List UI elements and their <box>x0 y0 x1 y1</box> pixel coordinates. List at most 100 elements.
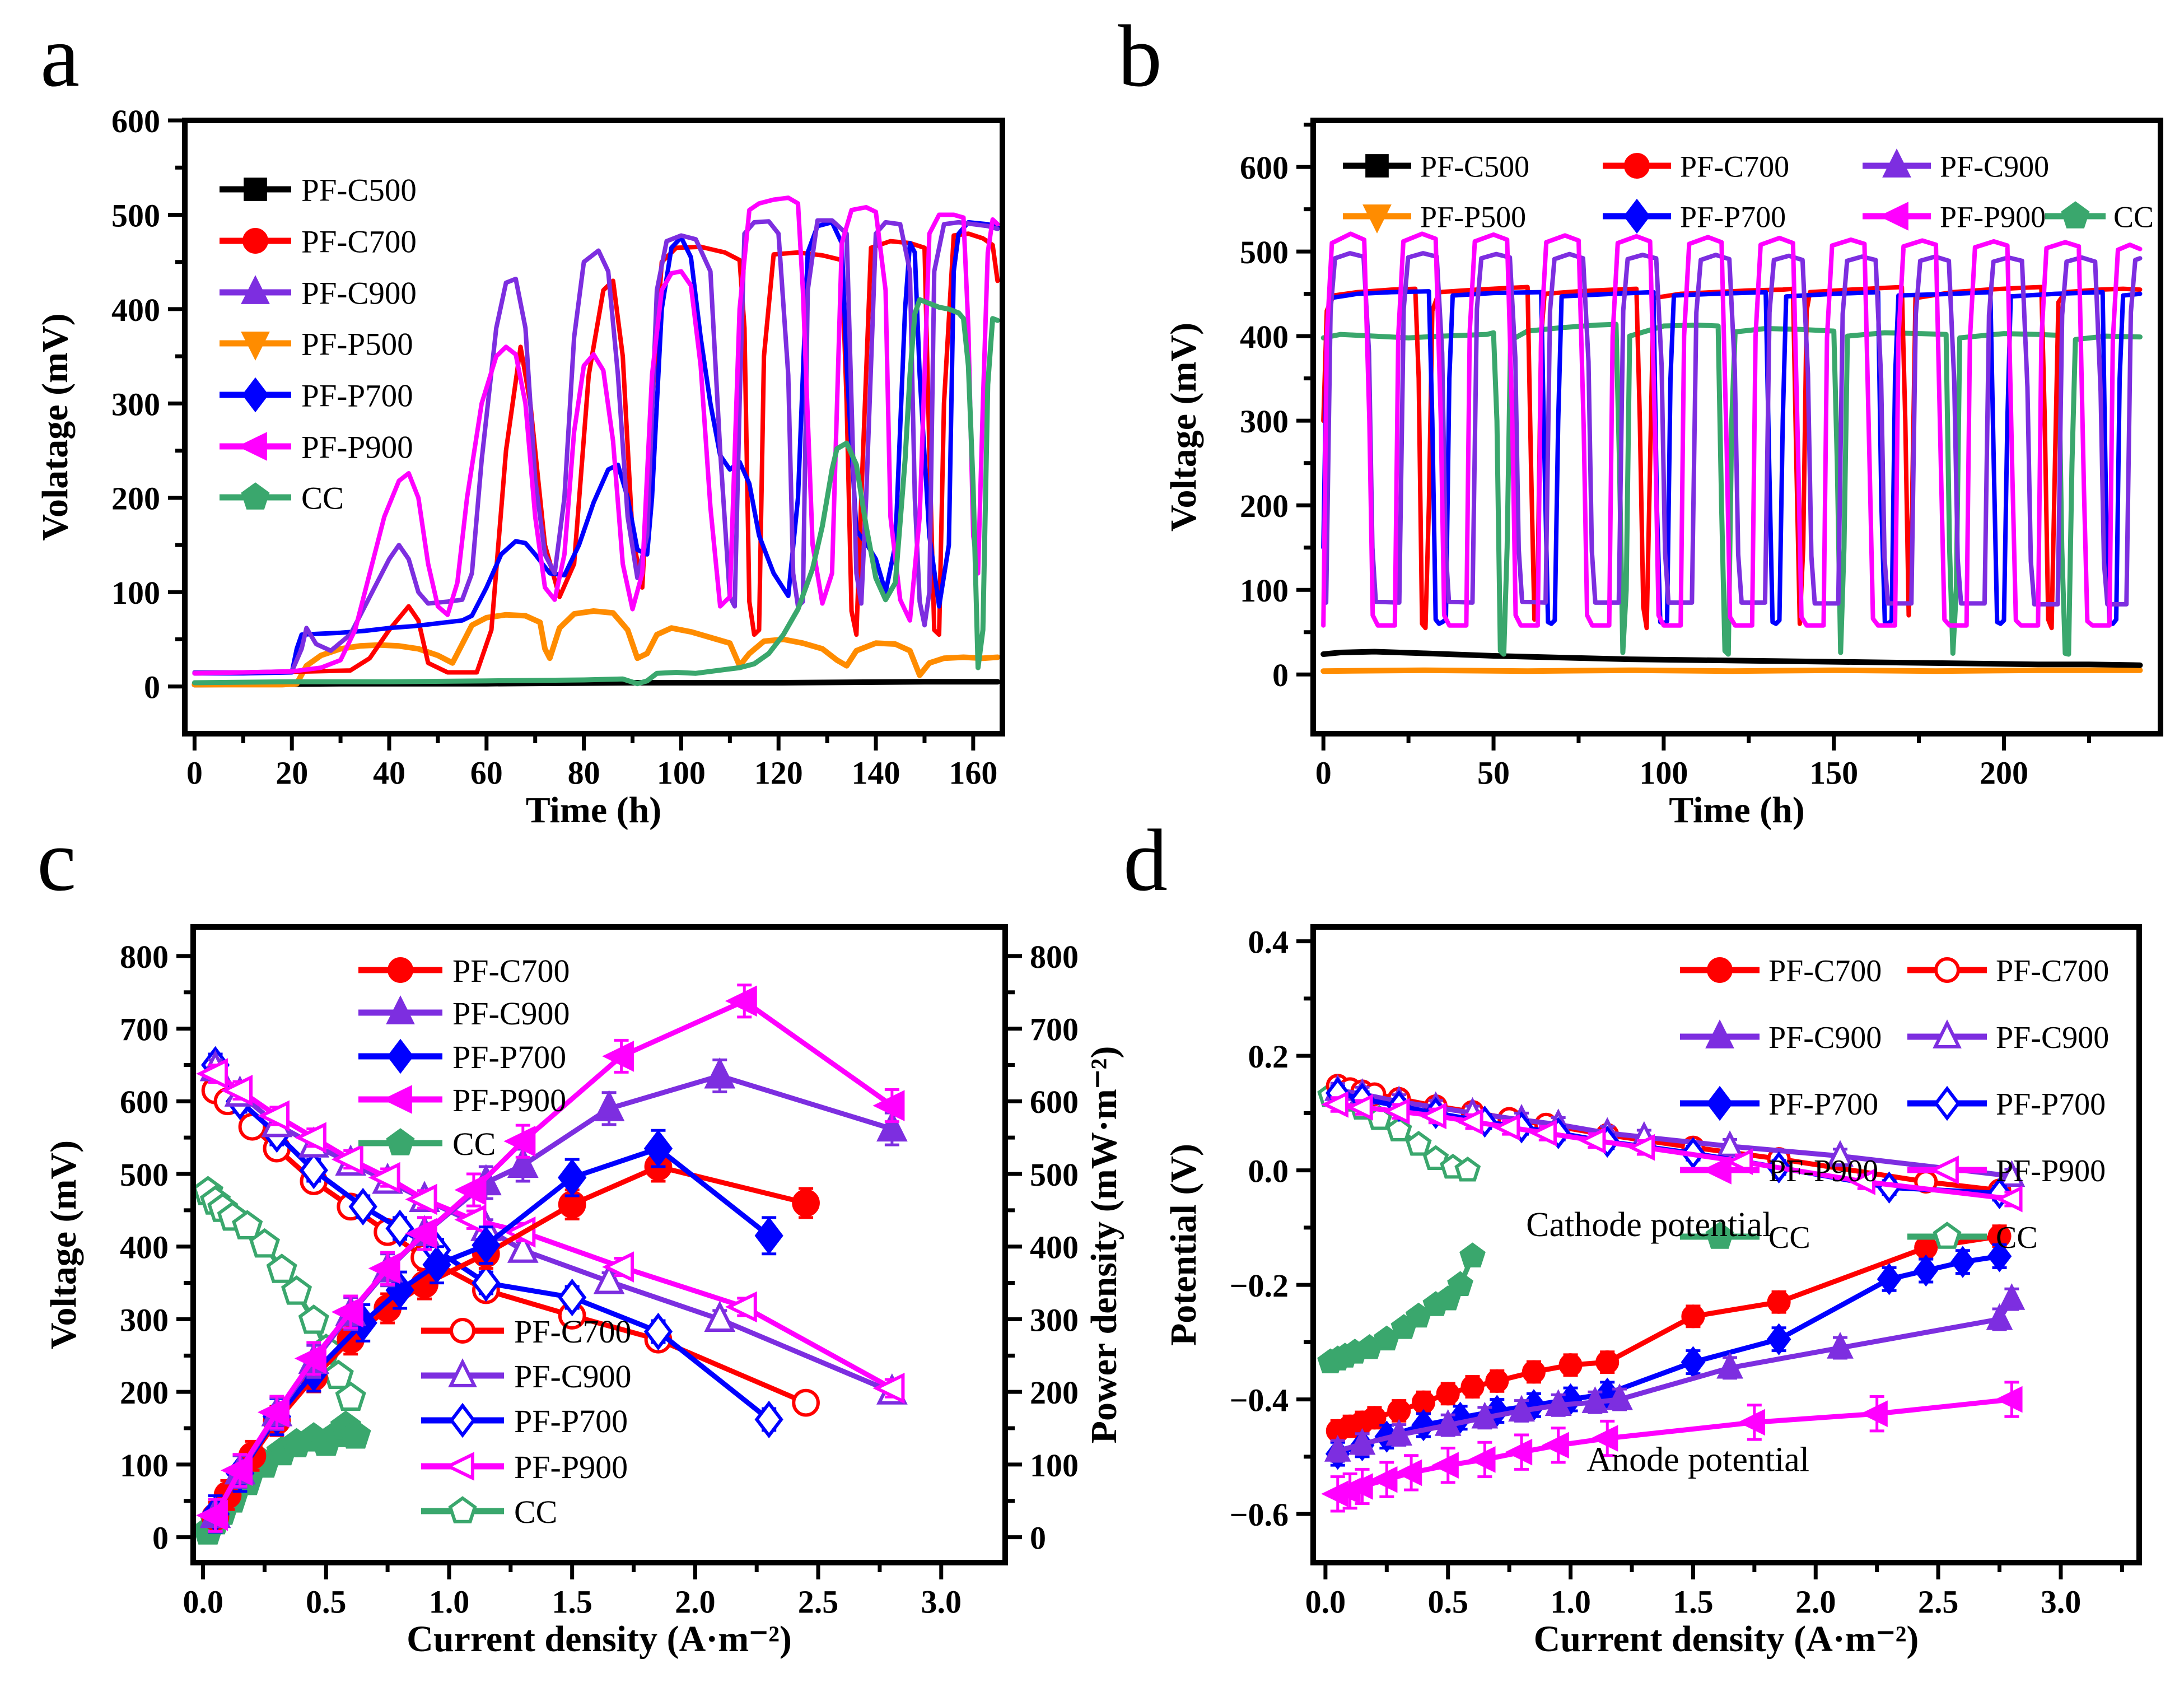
series-PF-C700-power <box>201 1150 820 1533</box>
svg-text:400: 400 <box>111 292 160 328</box>
circle-marker <box>792 1189 820 1217</box>
circle-marker <box>1436 1382 1460 1406</box>
triangle-left-marker <box>196 1499 228 1531</box>
circle-marker <box>1460 1375 1485 1399</box>
svg-text:3.0: 3.0 <box>921 1584 962 1620</box>
triangle-left-marker <box>196 1058 228 1089</box>
series-PF-C900-anode <box>1324 1283 2026 1463</box>
triangle-left-marker <box>1995 1386 2023 1413</box>
triangle-up-marker <box>1705 1019 1734 1048</box>
triangle-left-marker <box>1878 202 1908 231</box>
diamond-marker <box>643 1312 673 1351</box>
legend-item-PF-P900: PF-P900 <box>1907 1154 2106 1188</box>
svg-text:400: 400 <box>120 1229 169 1266</box>
svg-text:0: 0 <box>1030 1519 1046 1556</box>
triangle-left-marker <box>1382 1098 1410 1125</box>
triangle-left-marker <box>294 1122 326 1153</box>
triangle-left-marker <box>872 1372 905 1404</box>
triangle-left-marker <box>1578 1127 1606 1154</box>
svg-text:300: 300 <box>1240 403 1289 440</box>
legend-label: PF-C700 <box>301 225 417 260</box>
panel-d-frame <box>1310 924 2142 1565</box>
triangle-left-marker <box>1701 1155 1732 1185</box>
legend-item-PF-C900: PF-C900 <box>1680 1019 1882 1055</box>
legend-label: CC <box>452 1126 496 1162</box>
panel-b-series <box>1320 231 2143 674</box>
triangle-up-marker <box>1998 1283 2026 1310</box>
svg-text:2.5: 2.5 <box>798 1584 839 1620</box>
panel-b-axes: 0 50 100 150 200 0 100 200 300 400 500 600 Time (h) V… <box>1163 123 2091 831</box>
triangle-up-marker <box>1581 1386 1609 1413</box>
svg-text:0.0: 0.0 <box>1305 1584 1346 1620</box>
pentagon-marker <box>298 1304 329 1334</box>
diamond-marker <box>299 1151 328 1190</box>
legend-item-PF-C700: PF-C700 <box>358 953 570 989</box>
svg-text:1.5: 1.5 <box>1673 1584 1714 1620</box>
panel-b-ylabel: Voltage (mV) <box>1163 323 1204 532</box>
circle-marker <box>450 1318 475 1344</box>
triangle-up-marker <box>1827 1331 1854 1359</box>
circle-marker <box>388 957 413 983</box>
legend-item-PF-P500: PF-P500 <box>220 327 413 362</box>
pentagon-marker <box>335 1381 366 1411</box>
pentagon-marker <box>323 1359 354 1390</box>
triangle-left-marker <box>1929 1155 1959 1185</box>
circle-marker <box>1767 1290 1791 1314</box>
legend-item-PF-C700: PF-C700 <box>1907 954 2109 989</box>
svg-text:0: 0 <box>152 1519 169 1556</box>
legend-item-CC: CC <box>220 481 344 516</box>
svg-text:120: 120 <box>754 755 803 791</box>
circle-marker <box>1387 1399 1411 1423</box>
svg-text:100: 100 <box>1030 1447 1079 1484</box>
diamond-marker <box>1934 1085 1961 1121</box>
panel-a-frame <box>182 118 1005 737</box>
triangle-down-marker <box>241 332 270 361</box>
legend-item-PF-C700: PF-C700 <box>421 1313 632 1350</box>
triangle-left-marker <box>1492 1114 1520 1141</box>
series-PF-P900-cathode <box>1321 1091 2023 1213</box>
legend-label: CC <box>514 1494 557 1530</box>
triangle-left-marker <box>1345 1473 1373 1500</box>
panel-d-axes: 0.0 0.5 1.0 1.5 2.0 2.5 3.0 0.4 0.2 0.0 −0.2 −0.4 −0… <box>1163 924 2124 1660</box>
panel-a-series <box>192 195 1001 688</box>
legend-label: PF-C700 <box>1768 954 1882 989</box>
triangle-up-marker <box>593 1262 625 1294</box>
panel-a: 0 20 40 60 80 100 120 140 160 0 100 200 300 400 500 600… <box>35 103 1005 831</box>
triangle-up-marker <box>1348 1428 1376 1455</box>
pentagon-marker <box>2061 201 2090 229</box>
triangle-left-marker <box>1468 1446 1496 1473</box>
svg-text:400: 400 <box>1240 319 1289 355</box>
legend-item-PF-P900: PF-P900 <box>1863 200 2046 234</box>
svg-text:100: 100 <box>1639 755 1688 791</box>
svg-text:−0.6: −0.6 <box>1229 1497 1289 1533</box>
panel-a-ylabel: Volatage (mV) <box>35 313 76 540</box>
svg-text:0.0: 0.0 <box>1248 1153 1289 1189</box>
triangle-up-marker <box>386 995 415 1024</box>
circle-marker <box>1681 1304 1705 1329</box>
panel-c: 0.0 0.5 1.0 1.5 2.0 2.5 3.0 0 100 200 300 400 500 600… <box>43 924 1124 1660</box>
legend-item-PF-P700: PF-P700 <box>421 1402 628 1439</box>
triangle-up-marker <box>1508 1395 1535 1422</box>
legend-label: CC <box>1996 1220 2038 1255</box>
diamond-marker <box>1987 1177 2012 1210</box>
circle-marker <box>1558 1353 1583 1377</box>
svg-text:500: 500 <box>1240 234 1289 271</box>
legend-item-PF-P900: PF-P900 <box>1680 1154 1878 1188</box>
svg-text:0.2: 0.2 <box>1248 1038 1289 1075</box>
svg-text:200: 200 <box>120 1374 169 1411</box>
panel-c-axes: 0.0 0.5 1.0 1.5 2.0 2.5 3.0 0 100 200 300 400 500 600… <box>43 939 1124 1660</box>
triangle-up-marker <box>241 275 270 304</box>
diamond-marker <box>643 1129 673 1168</box>
triangle-up-marker <box>1882 148 1911 178</box>
legend-item-PF-P700: PF-P700 <box>1603 198 1786 234</box>
svg-text:2.0: 2.0 <box>1795 1584 1836 1620</box>
svg-text:0.5: 0.5 <box>1427 1584 1468 1620</box>
legend-item-CC: CC <box>421 1494 557 1530</box>
diamond-marker <box>472 1226 501 1264</box>
series-PF-P900-power <box>196 983 905 1533</box>
svg-text:200: 200 <box>1030 1374 1079 1411</box>
triangle-left-marker <box>237 432 267 461</box>
svg-text:300: 300 <box>120 1302 169 1338</box>
triangle-left-marker <box>872 1090 905 1121</box>
